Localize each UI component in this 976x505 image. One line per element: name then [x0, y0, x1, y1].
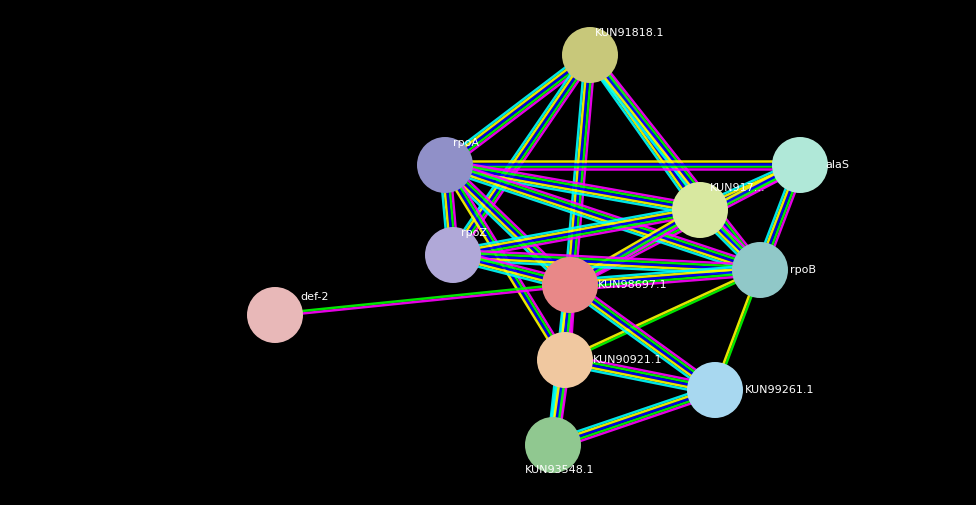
Circle shape [562, 27, 618, 83]
Text: rpoB: rpoB [790, 265, 816, 275]
Text: KUN90921.1: KUN90921.1 [593, 355, 663, 365]
Text: KUN93548.1: KUN93548.1 [525, 465, 594, 475]
Text: KUN98697.1: KUN98697.1 [598, 280, 668, 290]
Text: KUN91818.1: KUN91818.1 [595, 28, 665, 38]
Text: def-2: def-2 [300, 292, 329, 302]
Circle shape [687, 362, 743, 418]
Circle shape [542, 257, 598, 313]
Text: KUN99261.1: KUN99261.1 [745, 385, 815, 395]
Circle shape [247, 287, 303, 343]
Circle shape [772, 137, 828, 193]
Circle shape [672, 182, 728, 238]
Circle shape [425, 227, 481, 283]
Circle shape [525, 417, 581, 473]
Text: rpoA: rpoA [453, 138, 479, 148]
Text: KUN917...: KUN917... [710, 183, 765, 193]
Circle shape [732, 242, 788, 298]
Circle shape [417, 137, 473, 193]
Text: rpoZ: rpoZ [461, 228, 487, 238]
Text: alaS: alaS [825, 160, 849, 170]
Circle shape [537, 332, 593, 388]
